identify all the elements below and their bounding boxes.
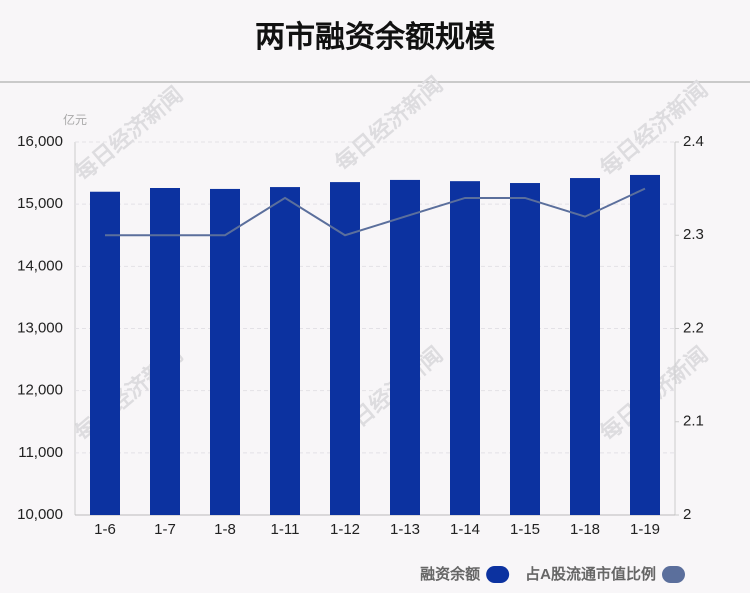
y2-tick-label: 2.2 <box>683 319 704 336</box>
line <box>105 187 646 237</box>
y-tick-label: 12,000 <box>17 382 63 399</box>
y2-tick-label: 2.1 <box>683 413 704 430</box>
y-tick-label: 14,000 <box>17 257 63 274</box>
y-tick-label: 11,000 <box>18 444 63 461</box>
legend-label: 占A股流通市值比例 <box>525 565 656 583</box>
bar <box>150 188 180 515</box>
x-tick-label: 1-15 <box>510 521 540 538</box>
x-tick-label: 1-6 <box>94 521 116 538</box>
bar <box>450 181 480 516</box>
bar <box>330 182 360 515</box>
x-tick-label: 1-13 <box>390 521 420 538</box>
x-tick-label: 1-11 <box>271 521 300 538</box>
bar <box>270 187 300 515</box>
y-tick-label: 13,000 <box>17 319 63 336</box>
x-tick-label: 1-14 <box>450 521 480 538</box>
y-tick-label: 15,000 <box>17 195 63 212</box>
y2-tick-label: 2.3 <box>683 226 704 243</box>
y2-tick-label: 2 <box>683 506 691 523</box>
x-tick-label: 1-8 <box>214 521 236 538</box>
bar <box>630 174 660 515</box>
x-tick-label: 1-12 <box>330 521 360 538</box>
x-tick-label: 1-18 <box>570 521 600 538</box>
y2-tick-label: 2.4 <box>683 133 704 150</box>
bar <box>510 183 540 515</box>
y-tick-label: 16,000 <box>17 133 63 150</box>
legend-label: 融资余额 <box>420 565 480 583</box>
bar <box>90 191 120 515</box>
x-tick-label: 1-7 <box>154 521 176 538</box>
legend-swatch <box>662 566 685 583</box>
chart-title: 两市融资余额规模 <box>255 20 495 54</box>
x-tick-label: 1-19 <box>630 521 660 538</box>
bar <box>570 178 600 515</box>
y-tick-label: 10,000 <box>17 506 63 523</box>
bar <box>390 179 420 515</box>
y-unit: 亿元 <box>63 112 87 127</box>
bar <box>210 188 240 515</box>
legend-swatch <box>486 566 510 583</box>
